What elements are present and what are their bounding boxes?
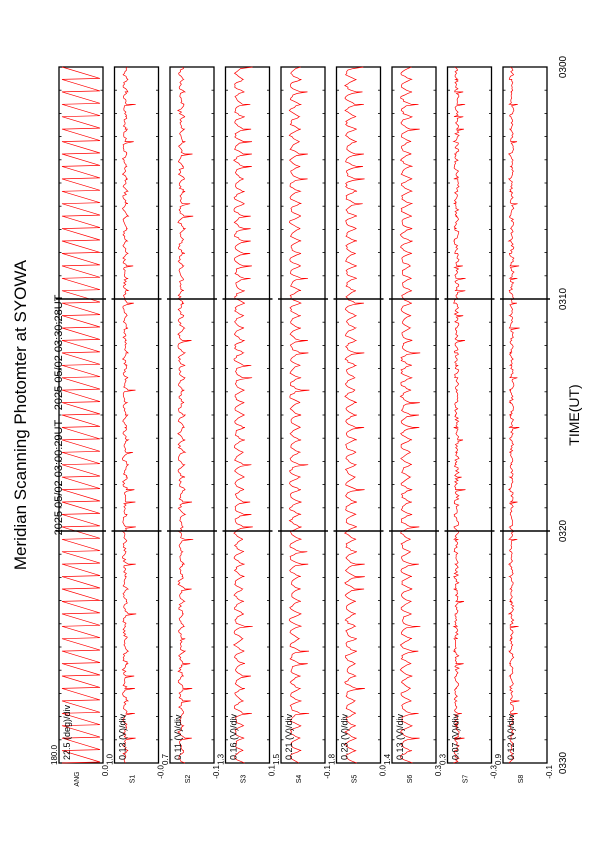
time-ticks: 0300 0310 0320 0330 [56,55,569,774]
panel-channel-label: S5 [352,775,359,784]
trace-line [399,66,421,764]
trace-line [452,66,466,764]
panel-channel-label: S2 [185,775,192,784]
panel-ytop-label: 1.5 [272,753,281,765]
panel-ybottom-label: -0.1 [545,764,554,778]
panel-frame [280,66,326,764]
panel-frame [224,66,271,764]
trace-line [507,66,520,764]
panel-channel-label: S6 [407,775,414,784]
x-tick-label: 0320 [558,519,569,542]
panel-ytop-label: 1.8 [328,753,337,765]
panel-ytop-label: 0.7 [161,753,170,765]
panel-ytop-label: 1.3 [217,753,226,765]
panel-ybottom-label: -0.1 [212,764,221,778]
trace-line [176,66,194,764]
panel-unit-label: 0.21 (V)/div [284,713,294,760]
panel-channel-label: S3 [241,775,248,784]
panel-channel-label: S4 [296,775,303,784]
chart-title: Meridian Scanning Photomter at SYOWA [11,259,30,570]
x-axis-title: TIME(UT) [566,384,582,445]
trace-line [61,66,101,764]
x-tick-label: 0300 [558,55,569,78]
panel-ybottom-label: -0.0 [157,764,166,778]
panel-unit-label: 0.07 (V)/div [451,713,461,760]
trace-line [288,66,310,764]
panel-unit-label: 22.5 (deg)/div [62,704,72,760]
panel-ytop-label: 0.3 [439,753,448,765]
panel-ytop-label: 1.4 [383,753,392,765]
panel-ybottom-label: -0.3 [490,764,499,778]
panel-unit-label: 0.13 (V)/div [118,713,128,760]
panel-channel-label: S1 [130,775,137,784]
panel-ybottom-label: -0.1 [323,764,332,778]
panel-channel-label: ANG [74,771,81,786]
panel-ybottom-label: 0.0 [101,764,110,776]
panel-channel-label: S8 [518,775,525,784]
panel-ytop-label: 0.9 [494,753,503,765]
x-tick-label: 0330 [558,751,569,774]
panel-frame [169,66,215,764]
trace-line [121,66,137,764]
panel-unit-label: 0.13 (V)/div [395,713,405,760]
panel-frame [113,66,160,764]
trace-line [343,66,365,764]
panel-ybottom-label: 0.3 [434,764,443,776]
panel-ytop-label: 1.0 [106,753,115,765]
panel-ytop-label: 180.0 [50,744,59,765]
panel-channel-label: S7 [463,775,470,784]
panel-frame [446,66,493,764]
panel-frame [335,66,382,764]
panel-unit-label: 0.23 (V)/div [340,713,350,760]
panel-unit-label: 0.16 (V)/div [229,713,239,760]
panel-ybottom-label: 0.0 [379,764,388,776]
panel-unit-label: 0.11 (V)/div [173,714,183,760]
panel-ybottom-label: 0.1 [268,764,277,776]
panel-unit-label: 0.12 (V)/div [506,713,516,760]
trace-line [232,66,253,764]
x-tick-label: 0310 [558,287,569,310]
